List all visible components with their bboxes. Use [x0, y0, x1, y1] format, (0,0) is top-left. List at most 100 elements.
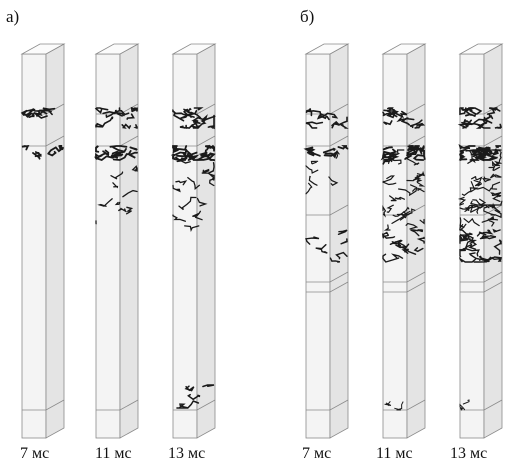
- crack: [476, 231, 487, 237]
- column-side-face: [45, 43, 65, 439]
- crack: [463, 217, 480, 227]
- crack: [473, 179, 483, 187]
- column-top-face: [381, 43, 427, 55]
- crack: [491, 181, 501, 190]
- crack: [97, 198, 113, 207]
- crack: [488, 220, 495, 227]
- crack: [96, 116, 114, 128]
- crack: [122, 189, 138, 198]
- crack: [308, 175, 318, 186]
- crack: [127, 149, 136, 159]
- crack: [458, 154, 468, 161]
- crack: [126, 113, 135, 120]
- crack: [112, 146, 127, 153]
- crack: [337, 145, 349, 150]
- panel-b-label: б): [300, 7, 314, 26]
- crack: [187, 393, 201, 401]
- crack: [20, 109, 32, 118]
- crack: [493, 239, 502, 255]
- crack: [459, 207, 471, 212]
- columns-group: [20, 43, 504, 439]
- crack: [184, 225, 200, 232]
- caption-a-7ms: 7 мс: [20, 445, 49, 462]
- column-joint: [460, 399, 503, 411]
- crack: [467, 158, 476, 164]
- crack: [489, 149, 500, 155]
- crack: [133, 124, 138, 129]
- crack: [459, 217, 464, 231]
- crack: [382, 154, 391, 160]
- crack: [305, 109, 322, 117]
- crack: [182, 108, 189, 117]
- column-joint: [306, 281, 349, 293]
- crack: [412, 154, 426, 161]
- crack-pattern: [170, 107, 216, 409]
- crack: [459, 247, 467, 258]
- crack: [389, 195, 397, 202]
- crack: [419, 218, 425, 225]
- crack: [467, 107, 483, 115]
- crack: [405, 157, 420, 166]
- crack: [176, 403, 189, 409]
- crack: [482, 229, 494, 235]
- crack: [105, 107, 121, 119]
- crack: [110, 171, 124, 180]
- crack: [382, 205, 387, 218]
- crack: [209, 178, 215, 187]
- crack: [459, 223, 467, 231]
- crack: [399, 242, 410, 250]
- crack: [392, 206, 410, 217]
- crack: [481, 215, 499, 223]
- crack: [102, 110, 116, 115]
- crack: [188, 153, 213, 161]
- crack: [207, 162, 215, 179]
- column-joint: [306, 271, 349, 283]
- crack: [112, 151, 138, 161]
- crack: [417, 229, 424, 233]
- crack: [382, 180, 397, 186]
- crack: [464, 236, 474, 249]
- crack: [488, 204, 496, 209]
- crack: [185, 109, 202, 119]
- crack: [204, 144, 215, 151]
- column-joint: [383, 281, 426, 293]
- crack: [471, 150, 490, 156]
- crack: [404, 151, 413, 160]
- crack: [492, 149, 502, 152]
- crack: [468, 252, 482, 261]
- crack: [32, 152, 42, 158]
- crack: [184, 385, 195, 392]
- crack: [464, 113, 477, 118]
- crack: [410, 229, 420, 237]
- crack: [492, 228, 501, 233]
- crack: [392, 110, 408, 119]
- column-joint: [22, 135, 65, 147]
- crack: [382, 253, 400, 263]
- column-b-7ms: [303, 43, 350, 439]
- crack: [110, 153, 124, 159]
- crack: [414, 145, 425, 155]
- crack: [383, 120, 393, 126]
- crack: [193, 107, 204, 111]
- crack: [305, 107, 312, 113]
- crack: [482, 114, 494, 122]
- crack: [457, 196, 467, 206]
- crack: [178, 196, 197, 211]
- crack: [187, 176, 201, 190]
- crack: [384, 401, 392, 407]
- column-joint: [96, 399, 139, 411]
- crack: [495, 145, 501, 149]
- crack: [131, 165, 138, 172]
- crack: [390, 253, 404, 259]
- crack: [111, 150, 126, 155]
- crack: [475, 148, 493, 160]
- crack: [409, 148, 425, 156]
- crack: [31, 110, 43, 117]
- crack: [172, 109, 190, 117]
- crack: [386, 111, 396, 119]
- crack: [462, 399, 470, 405]
- crack: [462, 149, 474, 160]
- crack: [494, 209, 502, 218]
- crack: [500, 200, 503, 205]
- crack: [396, 117, 415, 123]
